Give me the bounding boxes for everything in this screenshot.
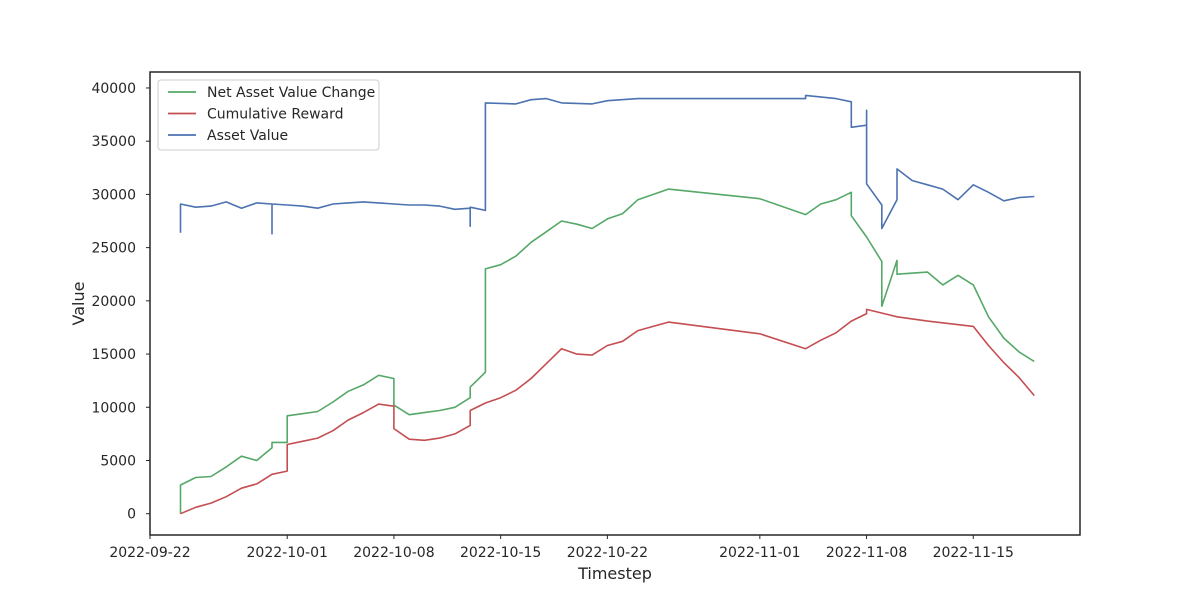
- y-tick-label: 35000: [91, 134, 136, 150]
- x-tick-label: 2022-10-01: [247, 545, 328, 561]
- x-axis-label: Timestep: [577, 564, 652, 583]
- y-tick-label: 20000: [91, 294, 136, 310]
- y-tick-label: 30000: [91, 187, 136, 203]
- x-tick-label: 2022-11-01: [719, 545, 800, 561]
- y-tick-label: 0: [127, 507, 136, 523]
- series-layer: [179, 94, 1035, 515]
- series-line-net-asset-value-change: [179, 188, 1035, 514]
- x-tick-label: 2022-10-22: [567, 545, 648, 561]
- x-tick-label: 2022-11-08: [826, 545, 907, 561]
- y-tick-label: 5000: [100, 453, 136, 469]
- y-axis: 0 5000 10000 15000 20000 25000 30000 35000 40000: [91, 81, 150, 523]
- y-tick-label: 10000: [91, 400, 136, 416]
- y-tick-label: 15000: [91, 347, 136, 363]
- series-line-asset-value: [179, 94, 1035, 235]
- legend-label: Net Asset Value Change: [207, 85, 375, 101]
- x-tick-label: 2022-10-15: [460, 545, 541, 561]
- series-line-cumulative-reward: [180, 308, 1035, 515]
- x-tick-label: 2022-11-15: [933, 545, 1014, 561]
- x-tick-label: 2022-10-08: [353, 545, 434, 561]
- legend-label: Asset Value: [207, 128, 288, 144]
- legend-box: [157, 79, 380, 151]
- y-tick-label: 40000: [91, 81, 136, 97]
- x-axis: 2022-09-22 2022-10-01 2022-10-08 2022-10-15…: [109, 535, 1014, 561]
- y-tick-label: 25000: [91, 241, 136, 257]
- legend: Net Asset Value Change Cumulative Reward A…: [157, 79, 380, 151]
- x-tick-label: 2022-09-22: [109, 545, 190, 561]
- y-axis-label: Value: [69, 282, 88, 326]
- legend-label: Cumulative Reward: [207, 107, 344, 123]
